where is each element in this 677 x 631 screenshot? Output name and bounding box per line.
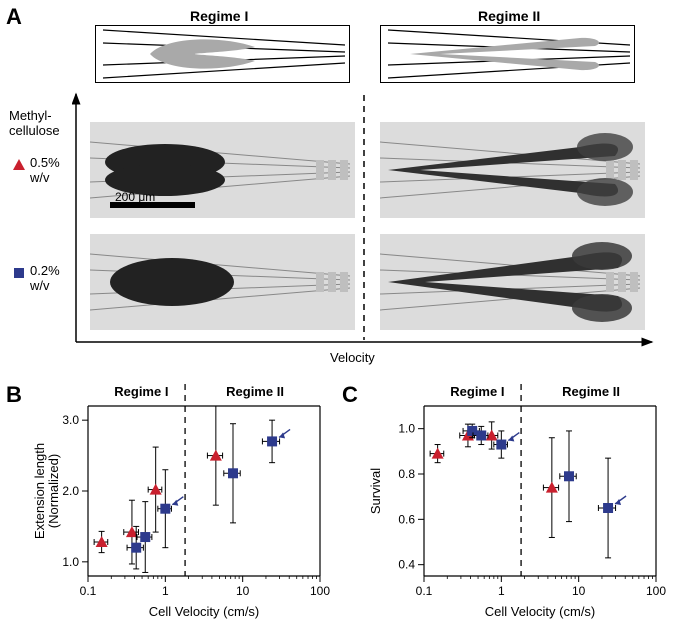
schematic-regime1 — [95, 25, 350, 83]
svg-text:Extension length: Extension length — [32, 443, 47, 539]
svg-text:3.0: 3.0 — [62, 413, 79, 427]
regime1-title: Regime I — [190, 8, 248, 24]
wv-05: w/v — [30, 170, 50, 185]
svg-text:10: 10 — [236, 584, 250, 598]
panel-b-label: B — [6, 382, 22, 408]
svg-text:0.6: 0.6 — [398, 512, 415, 526]
micrograph-05-r2 — [380, 122, 645, 218]
svg-text:100: 100 — [646, 584, 666, 598]
conc-05: 0.5% — [30, 155, 60, 170]
svg-text:0.8: 0.8 — [398, 467, 415, 481]
mc-label-1: Methyl- — [9, 108, 52, 123]
conc-02: 0.2% — [30, 263, 60, 278]
chart-b: Regime I Regime II 0.1 1 10 100 1.0 2.0 3.0 Cell … — [30, 382, 330, 622]
legend-square-02 — [12, 266, 26, 280]
svg-text:0.1: 0.1 — [80, 584, 97, 598]
svg-text:Cell Velocity (cm/s): Cell Velocity (cm/s) — [485, 604, 596, 619]
svg-text:Regime I: Regime I — [114, 384, 168, 399]
scalebar-label: 200 μm — [115, 190, 155, 204]
svg-text:(Normalized): (Normalized) — [46, 454, 61, 528]
svg-text:2.0: 2.0 — [62, 484, 79, 498]
legend-triangle-05 — [12, 158, 26, 172]
schematic-regime2 — [380, 25, 635, 83]
wv-02: w/v — [30, 278, 50, 293]
mc-label-2: cellulose — [9, 123, 60, 138]
panel-a-divider — [362, 95, 366, 340]
panel-a-label: A — [6, 4, 22, 30]
svg-text:Survival: Survival — [368, 468, 383, 514]
svg-text:1.0: 1.0 — [398, 422, 415, 436]
micrograph-02-r1 — [90, 234, 355, 330]
svg-text:0.1: 0.1 — [416, 584, 433, 598]
svg-text:100: 100 — [310, 584, 330, 598]
svg-text:10: 10 — [572, 584, 586, 598]
svg-text:1.0: 1.0 — [62, 555, 79, 569]
svg-text:0.4: 0.4 — [398, 558, 415, 572]
panel-c-label: C — [342, 382, 358, 408]
velocity-axis-label: Velocity — [330, 350, 375, 365]
svg-text:Regime II: Regime II — [562, 384, 620, 399]
svg-text:Regime I: Regime I — [450, 384, 504, 399]
svg-text:1: 1 — [498, 584, 505, 598]
regime2-title: Regime II — [478, 8, 540, 24]
svg-text:1: 1 — [162, 584, 169, 598]
svg-text:Regime II: Regime II — [226, 384, 284, 399]
micrograph-02-r2 — [380, 234, 645, 330]
chart-c: Regime I Regime II 0.1 1 10 100 0.4 0.6 0.8 1.0 Ce… — [366, 382, 666, 622]
svg-text:Cell Velocity (cm/s): Cell Velocity (cm/s) — [149, 604, 260, 619]
